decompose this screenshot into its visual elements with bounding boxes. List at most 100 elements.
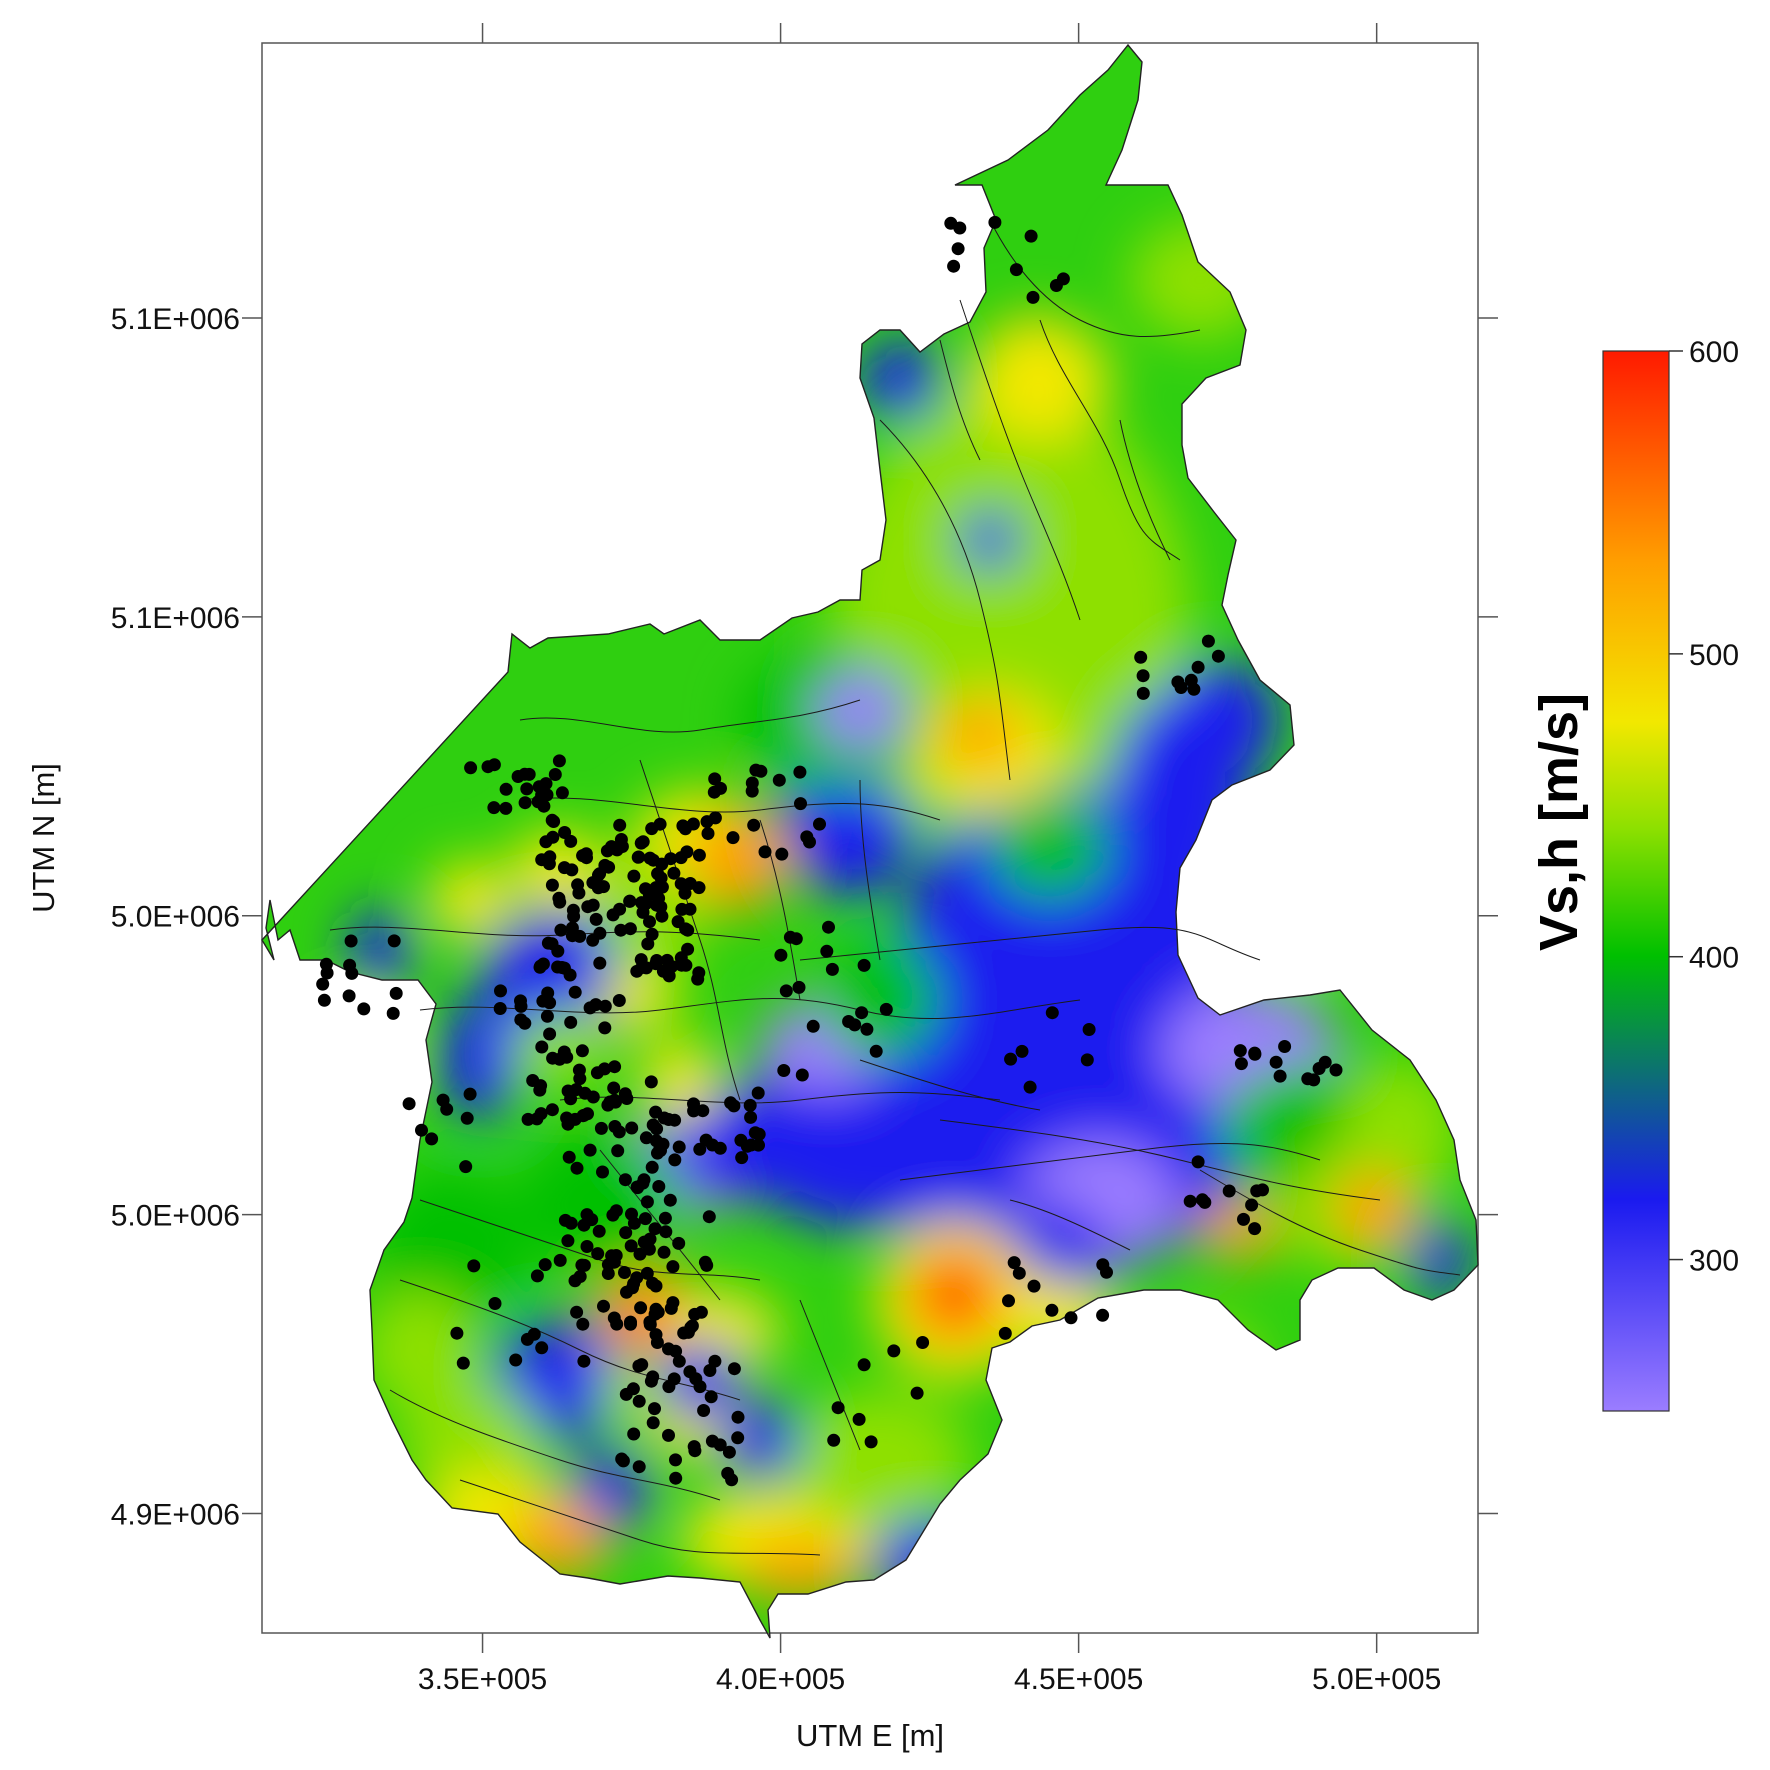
site-marker xyxy=(597,880,610,894)
river-line xyxy=(519,699,861,733)
site-marker xyxy=(592,1224,606,1238)
site-marker xyxy=(666,1260,680,1274)
site-marker xyxy=(467,1259,481,1273)
site-marker xyxy=(722,1445,736,1459)
site-marker xyxy=(630,1271,644,1285)
site-marker xyxy=(648,1402,661,1416)
site-marker xyxy=(557,961,571,975)
river-line xyxy=(1009,1199,1131,1251)
site-marker xyxy=(564,1216,578,1230)
site-marker xyxy=(831,1401,845,1415)
site-marker xyxy=(607,1081,621,1095)
site-marker xyxy=(779,984,793,998)
site-marker xyxy=(793,765,807,779)
site-marker xyxy=(705,1434,719,1448)
site-marker xyxy=(820,944,834,958)
site-marker xyxy=(745,776,759,790)
site-marker xyxy=(667,1372,681,1386)
site-marker xyxy=(514,1013,528,1027)
site-marker xyxy=(669,1453,682,1467)
site-marker xyxy=(543,850,557,864)
site-marker xyxy=(749,763,763,777)
site-marker xyxy=(1096,1308,1110,1322)
site-marker xyxy=(825,962,839,976)
site-marker xyxy=(689,1372,703,1386)
site-marker xyxy=(649,1279,663,1293)
site-marker xyxy=(680,845,694,859)
site-marker xyxy=(751,1086,765,1100)
site-marker xyxy=(632,1394,646,1408)
site-marker xyxy=(708,772,722,786)
site-marker xyxy=(1174,681,1188,694)
site-marker xyxy=(667,866,681,880)
site-marker xyxy=(1278,1040,1292,1053)
site-marker xyxy=(806,1019,820,1033)
vs-field-patch xyxy=(430,860,510,940)
site-marker xyxy=(623,894,637,908)
site-marker xyxy=(887,1344,901,1358)
site-marker xyxy=(577,1354,591,1368)
site-marker xyxy=(499,801,513,815)
site-marker xyxy=(612,1125,626,1139)
site-marker xyxy=(535,1040,549,1054)
vs-field-patch xyxy=(830,390,1190,850)
site-marker xyxy=(1136,686,1150,700)
site-marker xyxy=(669,1344,683,1358)
vs-field-patch xyxy=(1340,1060,1460,1200)
site-marker xyxy=(636,835,650,849)
site-marker xyxy=(611,1144,625,1158)
site-marker xyxy=(573,1072,587,1086)
river-line xyxy=(799,1299,861,1451)
site-marker xyxy=(425,1132,439,1146)
y-tick-label: 5.0E+006 xyxy=(111,1200,240,1233)
site-marker xyxy=(591,1247,605,1261)
site-marker xyxy=(777,1064,791,1077)
x-axis: 3.5E+005 4.0E+005 4.5E+005 5.0E+005 xyxy=(418,23,1441,1696)
site-marker xyxy=(619,1226,633,1240)
site-marker xyxy=(601,1098,615,1112)
site-marker xyxy=(317,993,331,1007)
site-marker xyxy=(564,1015,578,1029)
site-marker xyxy=(598,858,612,872)
site-marker xyxy=(576,1317,590,1331)
site-marker xyxy=(1134,650,1148,664)
site-marker xyxy=(648,1222,662,1236)
site-marker xyxy=(795,1068,809,1082)
site-marker xyxy=(635,1358,649,1372)
river-line xyxy=(959,299,1081,621)
site-marker xyxy=(456,1356,470,1370)
site-marker xyxy=(593,926,607,940)
site-marker xyxy=(487,801,501,815)
site-marker xyxy=(827,1433,841,1447)
site-marker xyxy=(704,1390,718,1404)
site-marker xyxy=(573,1270,587,1283)
site-marker xyxy=(596,1165,609,1179)
site-marker xyxy=(691,972,705,986)
site-marker xyxy=(800,830,814,844)
site-marker xyxy=(618,1266,631,1279)
site-marker xyxy=(553,1253,567,1267)
site-marker xyxy=(570,1161,584,1175)
site-marker xyxy=(649,881,663,895)
site-marker xyxy=(564,1092,578,1106)
site-marker xyxy=(593,956,607,970)
site-marker xyxy=(402,1097,416,1111)
site-marker xyxy=(565,921,579,935)
site-marker xyxy=(860,1022,874,1036)
site-marker xyxy=(669,1471,683,1485)
site-marker xyxy=(488,1297,502,1310)
site-marker xyxy=(567,909,581,923)
site-marker xyxy=(612,994,626,1007)
site-marker xyxy=(657,1245,671,1259)
river-line xyxy=(879,419,1011,781)
site-marker xyxy=(910,1386,924,1400)
site-marker xyxy=(879,1002,893,1016)
site-marker xyxy=(598,999,612,1013)
site-marker xyxy=(774,948,788,962)
x-tick-label: 4.5E+005 xyxy=(1014,1663,1143,1696)
site-marker xyxy=(649,957,663,971)
site-marker xyxy=(1191,1155,1205,1169)
site-marker xyxy=(565,863,579,877)
site-marker xyxy=(643,1315,657,1329)
